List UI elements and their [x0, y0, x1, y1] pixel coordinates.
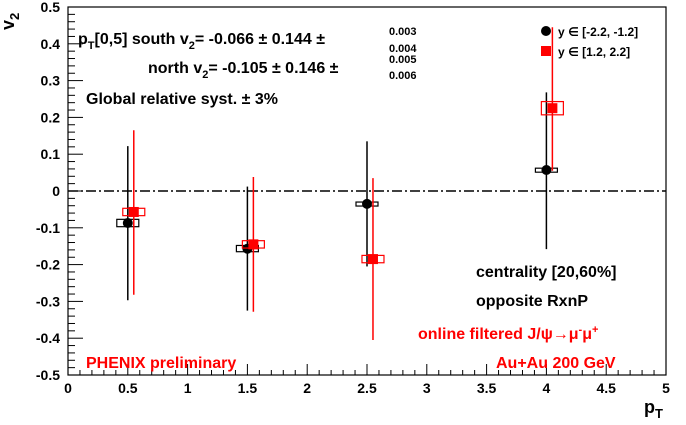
data-point [547, 103, 558, 114]
north-syst-down: 0.006 [389, 70, 417, 82]
y-axis: -0.5 -0.4 -0.3 -0.2 -0.1 0 0.1 0.2 0.3 0.4 0.5 [36, 0, 83, 383]
legend: y ∈ [-2.2, -1.2] y ∈ [1.2, 2.2] [541, 25, 638, 59]
y-tick-label: -0.5 [36, 367, 60, 383]
filter-annotation: online filtered J/ψ→μ-μ+ [418, 324, 598, 343]
x-tick-label: 4 [543, 380, 551, 396]
x-axis: 0 0.5 1 1.5 2 2.5 3 3.5 4 4.5 5 [64, 364, 670, 396]
x-tick-label: 1.5 [238, 380, 258, 396]
x-tick-label: 3 [423, 380, 431, 396]
y-tick-label: 0.4 [41, 36, 61, 52]
x-axis-title: pT [644, 397, 663, 421]
north-v2-annotation: north v2= -0.105 ± 0.146 ± [148, 60, 339, 81]
x-tick-label: 1 [184, 380, 192, 396]
legend-marker-south [541, 26, 551, 36]
x-tick-label: 2 [303, 380, 311, 396]
y-tick-label: 0.2 [41, 109, 61, 125]
data-point [362, 198, 372, 209]
legend-label-south: y ∈ [-2.2, -1.2] [558, 25, 638, 39]
north-syst-up: 0.005 [389, 54, 417, 66]
y-tick-label: -0.4 [36, 330, 60, 346]
x-tick-label: 0.5 [118, 380, 138, 396]
centrality-annotation: centrality [20,60%] [476, 264, 617, 281]
series-1 [122, 27, 564, 341]
y-tick-label: 0.1 [41, 146, 61, 162]
rxnp-annotation: opposite RxnP [476, 293, 588, 310]
south-syst-up: 0.003 [389, 26, 417, 38]
x-tick-label: 0 [64, 380, 72, 396]
y-tick-label: -0.3 [36, 293, 60, 309]
data-point [122, 218, 133, 229]
x-tick-label: 5 [662, 380, 670, 396]
y-axis-title: v2 [0, 13, 22, 30]
legend-label-north: y ∈ [1.2, 2.2] [558, 45, 630, 59]
data-point [248, 239, 259, 250]
data-point [367, 254, 378, 265]
y-tick-label: 0.3 [41, 73, 61, 89]
series-0 [116, 92, 559, 311]
legend-marker-north [541, 46, 551, 56]
y-tick-label: 0 [52, 183, 60, 199]
preliminary-label: PHENIX preliminary [86, 355, 236, 372]
series-layer [116, 27, 564, 341]
south-v2-annotation: pT[0,5] south v2= -0.066 ± 0.144 ± [78, 31, 325, 52]
systematic-box [540, 100, 564, 116]
x-tick-label: 3.5 [477, 380, 497, 396]
data-point [541, 165, 552, 176]
y-tick-label: 0.5 [41, 0, 61, 15]
data-point [128, 206, 139, 217]
global-syst-annotation: Global relative syst. ± 3% [86, 91, 278, 108]
x-tick-label: 4.5 [596, 380, 616, 396]
south-syst-down: 0.004 [389, 43, 417, 55]
y-tick-label: -0.2 [36, 257, 60, 273]
y-tick-label: -0.1 [36, 220, 60, 236]
collision-label: Au+Au 200 GeV [496, 355, 616, 372]
x-tick-label: 2.5 [357, 380, 377, 396]
